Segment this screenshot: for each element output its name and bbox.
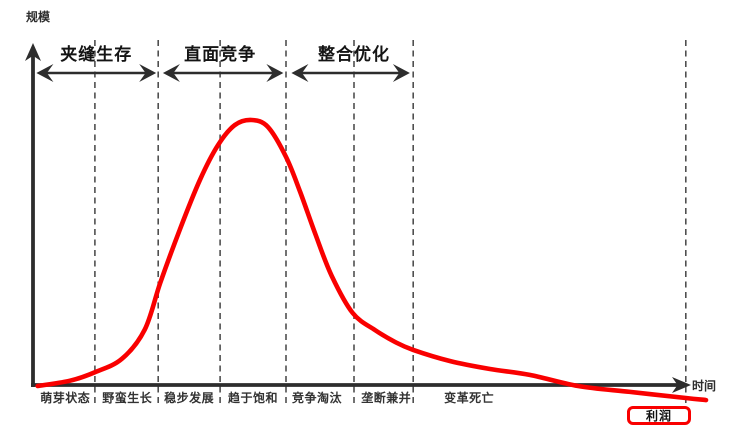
- phase-label: 夹缝生存: [60, 45, 133, 64]
- profit-badge: 利润: [627, 406, 691, 425]
- stage-label: 垄断兼并: [361, 391, 412, 405]
- phase-label: 整合优化: [318, 45, 391, 64]
- stage-label: 变革死亡: [444, 391, 495, 405]
- phase-label: 直面竞争: [184, 45, 257, 64]
- stage-label: 竞争淘汰: [291, 391, 343, 405]
- x-axis-label: 时间: [692, 379, 717, 393]
- stage-label: 稳步发展: [164, 391, 215, 405]
- stage-label: 趋于饱和: [228, 391, 279, 405]
- stage-label: 萌芽状态: [40, 391, 91, 405]
- y-axis-label: 规模: [26, 10, 51, 24]
- stage-label: 野蛮生长: [102, 391, 153, 405]
- profit-badge-label: 利润: [645, 409, 672, 423]
